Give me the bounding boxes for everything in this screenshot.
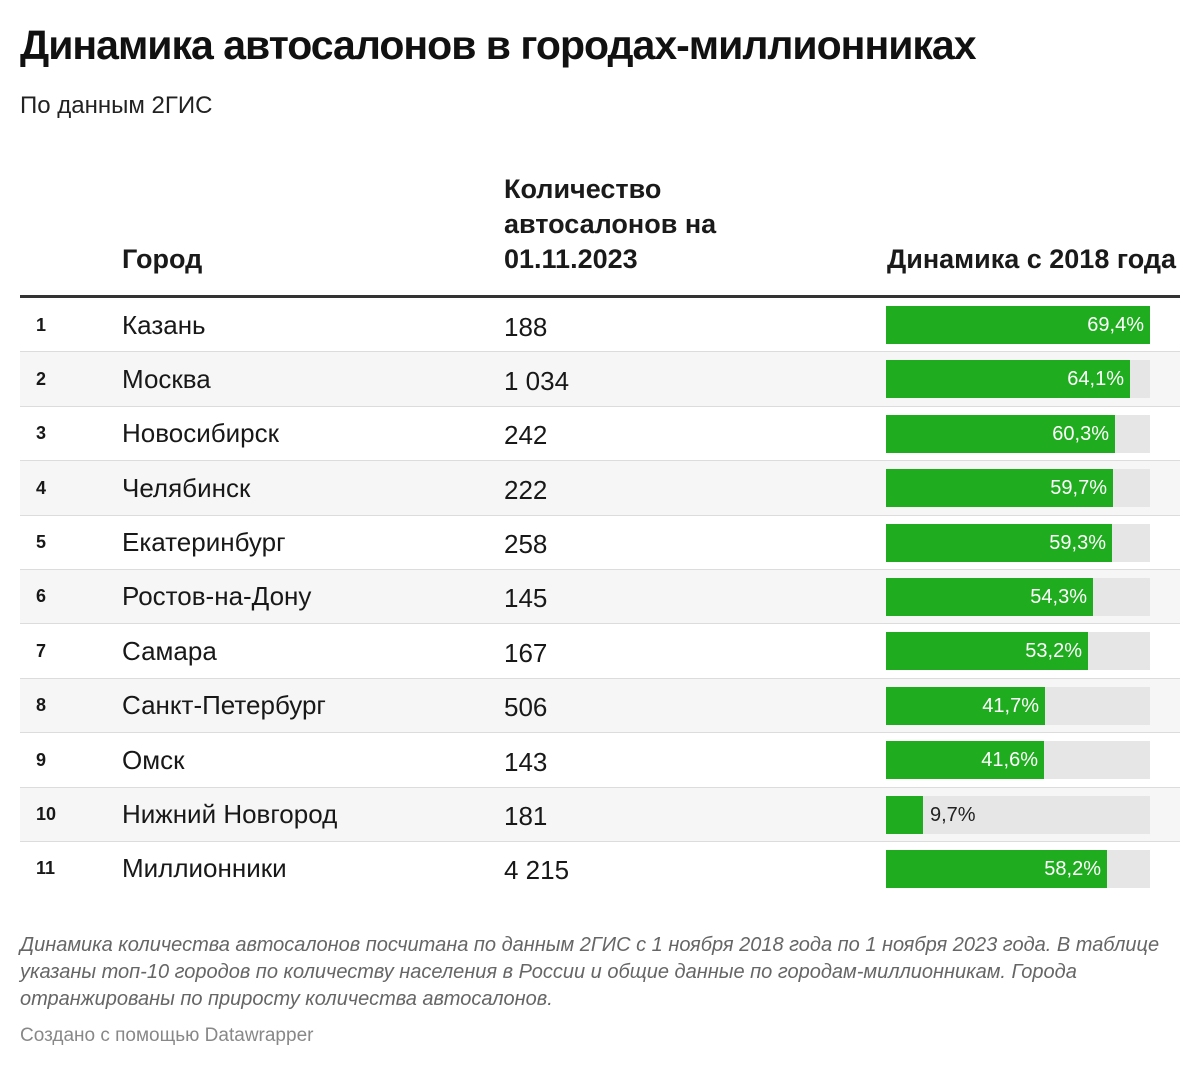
row-count: 258 [504, 529, 548, 560]
row-rank: 8 [36, 695, 47, 716]
row-rank: 7 [36, 640, 47, 661]
row-city: Миллионники [122, 853, 287, 884]
bar-track: 69,4% [886, 306, 1150, 344]
row-dynamics: 41,6% [886, 733, 1150, 787]
table-row: 4 Челябинск 222 59,7% [20, 461, 1180, 516]
bar-value-label: 59,3% [1049, 531, 1106, 554]
table-row: 11 Миллионники 4 215 58,2% [20, 842, 1180, 896]
row-rank: 9 [36, 749, 47, 770]
row-count: 167 [504, 637, 548, 668]
row-city: Омск [122, 744, 185, 775]
row-city: Новосибирск [122, 418, 279, 449]
row-count: 181 [504, 801, 548, 832]
row-dynamics: 60,3% [886, 407, 1150, 461]
row-rank: 2 [36, 368, 47, 389]
column-header-count[interactable]: Количество автосалонов на 01.11.2023 [504, 174, 717, 274]
row-rank: 6 [36, 586, 47, 607]
table-row: 8 Санкт-Петербург 506 41,7% [20, 678, 1180, 734]
data-table: Город Количество автосалонов на 01.11.20… [20, 172, 1180, 896]
bar-track: 59,7% [886, 469, 1150, 508]
bar-value-label: 54,3% [1030, 585, 1087, 608]
row-rank: 5 [36, 532, 47, 553]
row-dynamics: 69,4% [886, 298, 1150, 352]
row-dynamics: 64,1% [886, 352, 1150, 406]
row-city: Казань [122, 309, 206, 340]
row-city: Ростов-на-Дону [122, 581, 312, 612]
table-body: 1 Казань 188 69,4% 2 Москва 1 034 64,1% 3 Новосиб… [20, 298, 1180, 896]
bar [886, 686, 1045, 725]
row-rank: 10 [36, 804, 57, 825]
bar-value-label: 58,2% [1044, 857, 1101, 880]
bar-value-label: 64,1% [1067, 368, 1124, 391]
bar [886, 795, 923, 834]
column-header-dynamics[interactable]: Динамика с 2018 года [887, 244, 1177, 274]
table-row: 5 Екатеринбург 258 59,3% [20, 516, 1180, 570]
row-dynamics: 41,7% [886, 679, 1150, 733]
row-rank: 11 [36, 858, 56, 879]
bar-value-label: 41,6% [981, 749, 1038, 772]
bar-track: 53,2% [886, 632, 1150, 671]
bar [886, 306, 1150, 344]
row-count: 506 [504, 692, 548, 723]
table-row: 6 Ростов-на-Дону 145 54,3% [20, 569, 1180, 625]
bar-value-label: 41,7% [982, 694, 1039, 717]
row-count: 1 034 [504, 365, 570, 396]
bar [886, 577, 1093, 616]
row-rank: 3 [36, 423, 47, 444]
chart-credit: Создано с помощью Datawrapper [20, 1025, 314, 1046]
bar-value-label: 69,4% [1087, 314, 1144, 336]
bar-value-label: 9,7% [930, 803, 976, 826]
bar-value-label: 60,3% [1052, 422, 1109, 445]
row-city: Челябинск [122, 472, 251, 503]
bar [886, 469, 1113, 508]
table-row: 1 Казань 188 69,4% [20, 298, 1180, 353]
chart-notes: Динамика количества автосалонов посчитан… [20, 934, 1160, 1010]
table-row: 3 Новосибирск 242 60,3% [20, 407, 1180, 462]
row-city: Самара [122, 635, 217, 666]
bar [886, 632, 1088, 671]
chart-subtitle: По данным 2ГИС [20, 92, 213, 119]
row-dynamics: 54,3% [886, 570, 1150, 624]
row-rank: 4 [36, 477, 47, 498]
row-count: 242 [504, 420, 548, 451]
table-row: 9 Омск 143 41,6% [20, 733, 1180, 788]
bar-track: 59,3% [886, 523, 1150, 562]
table-row: 7 Самара 167 53,2% [20, 624, 1180, 679]
bar-track: 54,3% [886, 577, 1150, 616]
row-rank: 1 [36, 314, 47, 335]
bar-value-label: 53,2% [1025, 640, 1082, 663]
table-header: Город Количество автосалонов на 01.11.20… [20, 172, 1180, 298]
row-dynamics: 53,2% [886, 624, 1150, 678]
bar-track: 41,7% [886, 686, 1150, 725]
row-dynamics: 58,2% [886, 842, 1150, 896]
bar-track: 64,1% [886, 360, 1150, 399]
row-count: 145 [504, 583, 548, 614]
bar-track: 41,6% [886, 741, 1150, 780]
chart-title: Динамика автосалонов в городах-миллионни… [20, 22, 977, 68]
row-city: Москва [122, 363, 211, 394]
bar [886, 414, 1115, 453]
bar [886, 360, 1130, 399]
row-dynamics: 59,7% [886, 461, 1150, 515]
column-header-city[interactable]: Город [122, 244, 203, 274]
row-count: 222 [504, 474, 548, 505]
bar-track: 9,7% [886, 795, 1150, 834]
bar-track: 58,2% [886, 849, 1150, 888]
bar-track: 60,3% [886, 414, 1150, 453]
row-dynamics: 59,3% [886, 516, 1150, 570]
row-count: 143 [504, 746, 548, 777]
row-city: Нижний Новгород [122, 799, 338, 830]
row-count: 188 [504, 311, 548, 342]
row-dynamics: 9,7% [886, 788, 1150, 842]
table-row: 10 Нижний Новгород 181 9,7% [20, 787, 1180, 842]
table-row: 2 Москва 1 034 64,1% [20, 352, 1180, 407]
bar-value-label: 59,7% [1050, 477, 1107, 500]
row-city: Екатеринбург [122, 527, 286, 558]
bar [886, 523, 1112, 562]
bar [886, 741, 1044, 780]
row-city: Санкт-Петербург [122, 690, 326, 721]
bar [886, 849, 1107, 888]
row-count: 4 215 [504, 855, 570, 886]
